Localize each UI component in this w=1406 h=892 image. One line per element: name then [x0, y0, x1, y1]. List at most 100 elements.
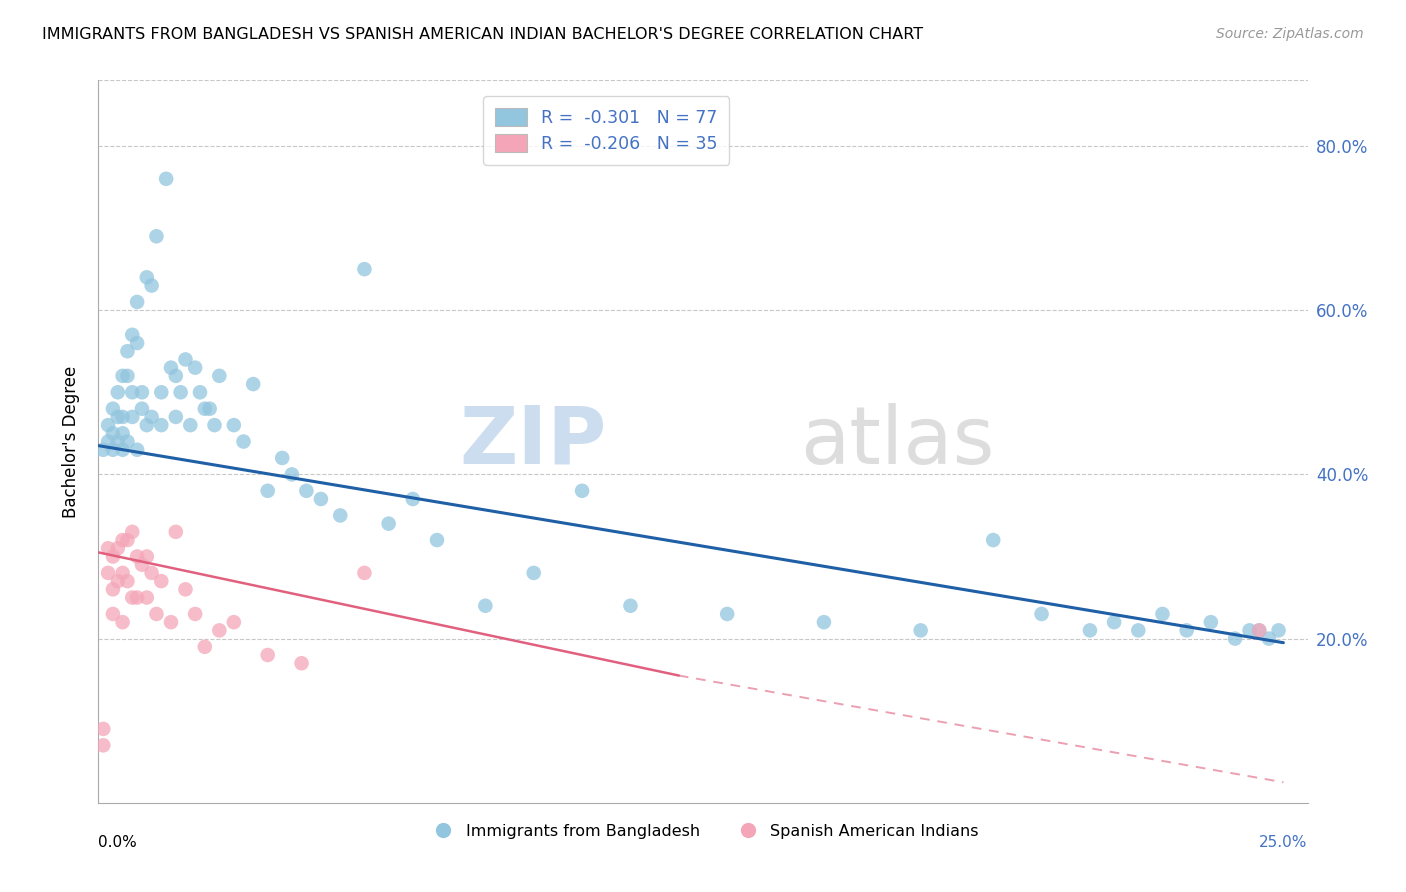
Point	[295, 483, 318, 498]
Point	[97, 541, 120, 556]
Text: Source: ZipAtlas.com: Source: ZipAtlas.com	[1216, 27, 1364, 41]
Point	[910, 624, 932, 638]
Point	[1102, 615, 1125, 630]
Point	[981, 533, 1004, 547]
Point	[107, 385, 129, 400]
Point	[150, 418, 173, 433]
Point	[160, 360, 183, 375]
Point	[474, 599, 496, 613]
Point	[188, 385, 211, 400]
Point	[121, 524, 143, 539]
Point	[571, 483, 593, 498]
Point	[127, 549, 149, 564]
Point	[1257, 632, 1279, 646]
Point	[141, 566, 163, 580]
Point	[111, 426, 134, 441]
Point	[150, 574, 173, 588]
Point	[1128, 624, 1150, 638]
Point	[169, 385, 191, 400]
Point	[117, 368, 139, 383]
Point	[208, 624, 231, 638]
Point	[184, 360, 207, 375]
Point	[121, 327, 143, 342]
Point	[127, 591, 149, 605]
Point	[121, 591, 143, 605]
Point	[135, 418, 157, 433]
Point	[107, 434, 129, 449]
Point	[242, 377, 264, 392]
Point	[377, 516, 399, 531]
Point	[523, 566, 546, 580]
Point	[256, 483, 278, 498]
Point	[1239, 624, 1261, 638]
Point	[155, 171, 177, 186]
Point	[91, 739, 114, 753]
Point	[91, 442, 114, 457]
Point	[329, 508, 352, 523]
Point	[179, 418, 201, 433]
Point	[1223, 632, 1246, 646]
Point	[813, 615, 835, 630]
Point	[402, 491, 425, 506]
Point	[174, 582, 197, 597]
Point	[107, 409, 129, 424]
Point	[135, 549, 157, 564]
Point	[97, 566, 120, 580]
Point	[97, 418, 120, 433]
Point	[1175, 624, 1198, 638]
Point	[121, 385, 143, 400]
Point	[198, 401, 221, 416]
Point	[107, 574, 129, 588]
Point	[174, 352, 197, 367]
Point	[111, 615, 134, 630]
Point	[232, 434, 254, 449]
Point	[111, 566, 134, 580]
Point	[1249, 624, 1271, 638]
Point	[131, 401, 153, 416]
Point	[141, 278, 163, 293]
Point	[353, 262, 375, 277]
Point	[127, 336, 149, 351]
Point	[204, 418, 226, 433]
Point	[271, 450, 294, 465]
Point	[165, 524, 187, 539]
Point	[135, 270, 157, 285]
Point	[353, 566, 375, 580]
Point	[91, 722, 114, 736]
Point	[290, 657, 312, 671]
Point	[619, 599, 641, 613]
Text: IMMIGRANTS FROM BANGLADESH VS SPANISH AMERICAN INDIAN BACHELOR'S DEGREE CORRELAT: IMMIGRANTS FROM BANGLADESH VS SPANISH AM…	[42, 27, 924, 42]
Point	[1031, 607, 1053, 621]
Point	[101, 442, 124, 457]
Point	[117, 574, 139, 588]
Point	[127, 295, 149, 310]
Point	[281, 467, 304, 482]
Point	[121, 409, 143, 424]
Point	[1199, 615, 1222, 630]
Point	[426, 533, 449, 547]
Point	[256, 648, 278, 662]
Point	[101, 607, 124, 621]
Point	[101, 426, 124, 441]
Point	[117, 344, 139, 359]
Point	[1267, 624, 1289, 638]
Point	[141, 409, 163, 424]
Point	[222, 418, 245, 433]
Point	[222, 615, 245, 630]
Point	[97, 434, 120, 449]
Text: 25.0%: 25.0%	[1260, 835, 1308, 850]
Point	[145, 607, 167, 621]
Point	[101, 401, 124, 416]
Point	[117, 533, 139, 547]
Point	[131, 558, 153, 572]
Point	[165, 409, 187, 424]
Point	[165, 368, 187, 383]
Point	[101, 582, 124, 597]
Point	[309, 491, 332, 506]
Text: atlas: atlas	[800, 402, 994, 481]
Point	[194, 640, 217, 654]
Point	[111, 533, 134, 547]
Text: ZIP: ZIP	[458, 402, 606, 481]
Point	[1249, 624, 1271, 638]
Point	[194, 401, 217, 416]
